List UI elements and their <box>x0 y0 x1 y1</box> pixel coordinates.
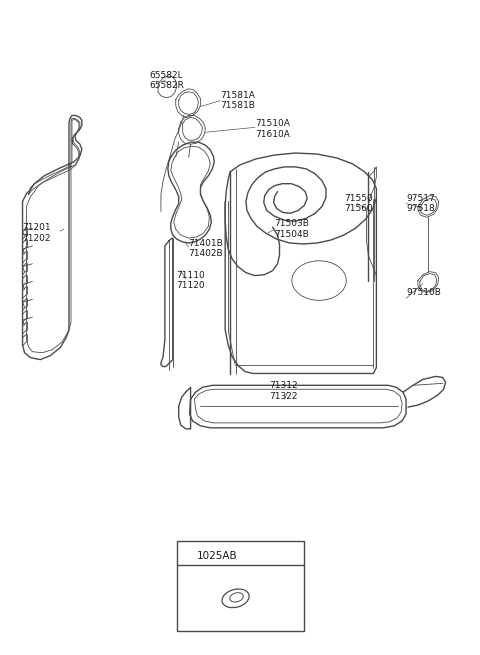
Text: 71401B
71402B: 71401B 71402B <box>189 239 223 259</box>
Text: 71110
71120: 71110 71120 <box>176 271 204 290</box>
Text: 97517
97518: 97517 97518 <box>406 194 435 213</box>
Text: 65582L
65582R: 65582L 65582R <box>149 71 184 90</box>
Text: 71581A
71581B: 71581A 71581B <box>220 91 255 110</box>
Text: 1025AB: 1025AB <box>196 552 237 561</box>
Text: 97510B: 97510B <box>406 288 441 297</box>
Text: 71510A
71610A: 71510A 71610A <box>255 119 290 139</box>
Text: 71550
71560: 71550 71560 <box>344 194 372 213</box>
Text: 71503B
71504B: 71503B 71504B <box>275 219 310 238</box>
Text: 71201
71202: 71201 71202 <box>23 223 51 242</box>
Text: 71312
71322: 71312 71322 <box>270 381 298 401</box>
